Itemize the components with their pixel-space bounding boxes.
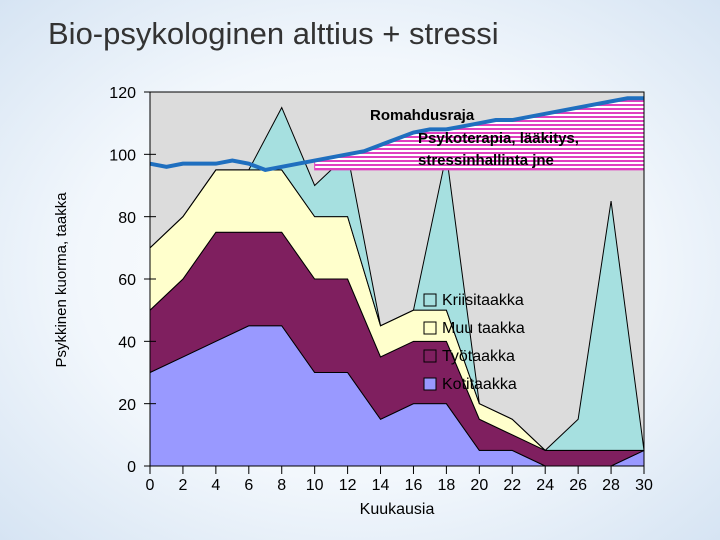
y-tick-label: 120	[109, 85, 136, 102]
x-tick-label: 24	[536, 477, 554, 494]
chart-title: Bio-psykologinen alttius + stressi	[48, 16, 499, 51]
legend-label: Kotitaakka	[442, 376, 517, 393]
x-tick-label: 6	[244, 477, 253, 494]
annotation: stressinhallinta jne	[418, 152, 554, 169]
x-tick-label: 0	[146, 477, 155, 494]
legend-swatch	[423, 321, 437, 335]
annotation: Romahdusraja	[370, 107, 475, 124]
legend-swatch	[423, 377, 437, 391]
x-tick-label: 2	[178, 477, 187, 494]
legend-label: Muu taakka	[442, 320, 525, 337]
y-tick-label: 80	[118, 210, 136, 227]
x-tick-label: 18	[438, 477, 456, 494]
x-tick-label: 22	[503, 477, 521, 494]
x-tick-label: 20	[470, 477, 488, 494]
x-tick-label: 14	[372, 477, 390, 494]
legend-swatch	[423, 293, 437, 307]
x-tick-label: 16	[405, 477, 423, 494]
legend-swatch	[423, 349, 437, 363]
x-tick-label: 12	[339, 477, 357, 494]
x-tick-label: 8	[277, 477, 286, 494]
x-tick-label: 4	[211, 477, 220, 494]
annotation: Psykoterapia, lääkitys,	[418, 130, 579, 147]
y-tick-label: 60	[118, 272, 136, 289]
y-tick-label: 20	[118, 397, 136, 414]
y-tick-label: 100	[109, 148, 136, 165]
legend-label: Työtaakka	[442, 348, 515, 365]
x-axis-label: Kuukausia	[360, 501, 435, 518]
x-tick-label: 10	[306, 477, 324, 494]
x-tick-label: 30	[635, 477, 653, 494]
x-tick-label: 26	[569, 477, 587, 494]
threshold-line	[149, 96, 644, 172]
x-tick-label: 28	[602, 477, 620, 494]
y-tick-label: 40	[118, 335, 136, 352]
y-tick-label: 0	[127, 459, 136, 476]
legend-label: Kriisitaakka	[442, 292, 524, 309]
y-axis-label: Psykkinen kuorma, taakka	[53, 192, 70, 368]
